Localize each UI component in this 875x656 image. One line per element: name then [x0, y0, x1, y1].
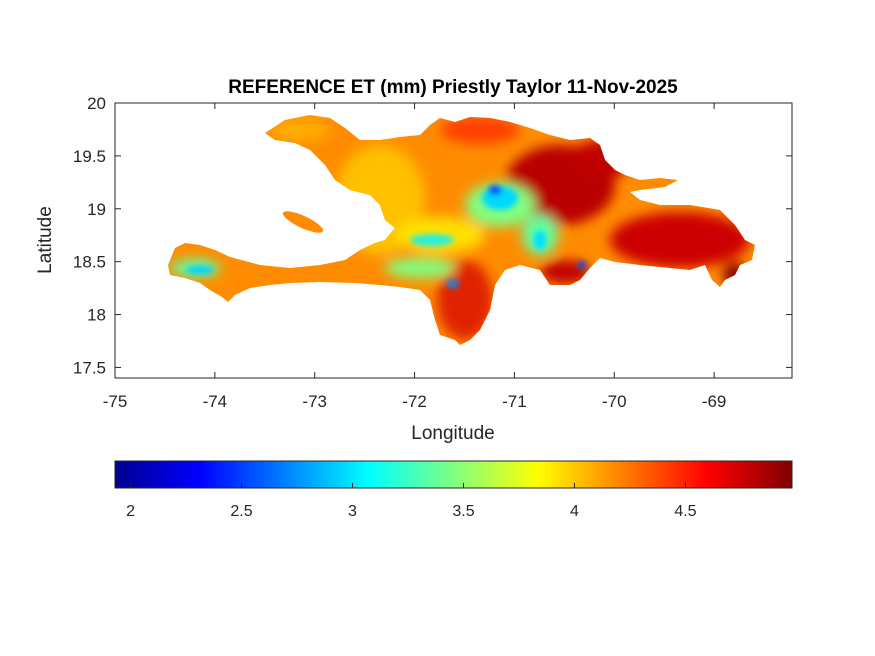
x-tick-label: -71 — [502, 392, 527, 411]
x-tick-label: -72 — [402, 392, 427, 411]
y-axis-label: Latitude — [35, 206, 56, 274]
field-patch — [578, 261, 586, 269]
colorbar-tick-label: 3.5 — [452, 503, 474, 520]
x-tick-label: -74 — [203, 392, 228, 411]
x-tick-label: -75 — [103, 392, 128, 411]
colorbar-tick-label: 4 — [570, 503, 579, 520]
field-patch — [410, 234, 454, 246]
field-patch — [540, 260, 590, 284]
field-patch — [534, 230, 546, 250]
x-tick-label: -73 — [302, 392, 327, 411]
x-tick-label: -69 — [702, 392, 727, 411]
field-patch — [447, 280, 459, 288]
colorbar: 2 2.5 3 3.5 4 4.5 — [114, 460, 793, 520]
y-tick-label: 19.5 — [73, 147, 106, 166]
field-patch — [186, 266, 214, 274]
y-tick-label: 19 — [87, 200, 106, 219]
colorbar-tick-label: 2 — [126, 503, 135, 520]
field-patch — [437, 260, 493, 340]
map-field — [168, 115, 755, 345]
field-patch — [610, 212, 750, 268]
y-axis: 17.5 18 18.5 19 19.5 20 — [73, 94, 792, 377]
axes-box — [114, 102, 793, 379]
x-axis-label: Longitude — [411, 423, 494, 444]
field-patch — [270, 120, 330, 140]
colorbar-gradient — [114, 460, 793, 489]
field-patch — [440, 116, 520, 144]
colorbar-tick-label: 4.5 — [674, 503, 696, 520]
y-tick-label: 20 — [87, 94, 106, 113]
field-patch — [570, 140, 630, 180]
field-patch — [723, 263, 747, 287]
colorbar-tick-label: 3 — [348, 503, 357, 520]
field-patch — [385, 258, 455, 278]
x-axis: -75 -74 -73 -72 -71 -70 -69 — [103, 103, 727, 411]
colorbar-tick-label: 2.5 — [230, 503, 252, 520]
y-tick-label: 18.5 — [73, 253, 106, 272]
chart-title: REFERENCE ET (mm) Priestly Taylor 11-Nov… — [228, 77, 678, 98]
x-tick-label: -70 — [602, 392, 627, 411]
y-tick-label: 17.5 — [73, 358, 106, 377]
y-tick-label: 18 — [87, 306, 106, 325]
field-patch — [488, 185, 502, 195]
